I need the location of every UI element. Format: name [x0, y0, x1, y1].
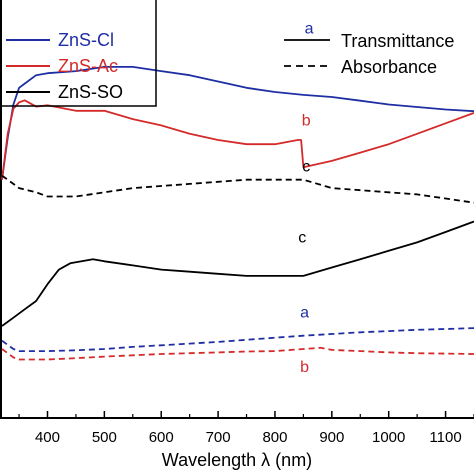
x-tick-label: 600 [149, 429, 174, 446]
x-axis: 400 500 600 700 800 900 1000 1100 [18, 411, 474, 446]
x-tick-label: 500 [92, 429, 117, 446]
x-tick-label: 1100 [429, 429, 461, 446]
legend-label: ZnS-Cl [58, 30, 114, 50]
curve-label-b: b [300, 359, 309, 376]
style-legend: Transmittance Absorbance [284, 31, 454, 77]
series-line-zns-ac-transmittance [1, 99, 474, 180]
curve-labels: a b c c a b [298, 20, 313, 376]
curve-label-a: a [300, 305, 309, 322]
series-layer [1, 66, 474, 361]
x-tick-label: 800 [262, 429, 287, 446]
curve-label-b: b [302, 112, 311, 129]
legend-label: ZnS-SO [58, 82, 123, 102]
sample-legend: ZnS-Cl ZnS-Ac ZnS-SO [0, 0, 157, 107]
series-line-zns-cl-absorbance [1, 327, 474, 353]
x-tick-label: 700 [206, 429, 231, 446]
style-legend-label: Absorbance [341, 57, 437, 77]
legend-label: ZnS-Ac [58, 56, 118, 76]
series-line-zns-so-absorbance [1, 174, 474, 204]
x-axis-title: Wavelength λ (nm) [162, 450, 312, 470]
series-line-zns-cl-transmittance [1, 66, 474, 180]
x-tick-label: 1000 [372, 429, 405, 446]
curve-label-c: c [298, 229, 306, 246]
plot-area [0, 0, 474, 419]
series-line-zns-so-transmittance [1, 220, 474, 327]
style-legend-label: Transmittance [341, 31, 454, 51]
curve-label-c: c [302, 158, 310, 175]
legend-box [0, 0, 157, 107]
x-tick-label: 400 [35, 429, 60, 446]
x-tick-label: 900 [319, 429, 344, 446]
curve-label-a: a [305, 20, 314, 37]
series-line-zns-ac-absorbance [1, 346, 474, 361]
